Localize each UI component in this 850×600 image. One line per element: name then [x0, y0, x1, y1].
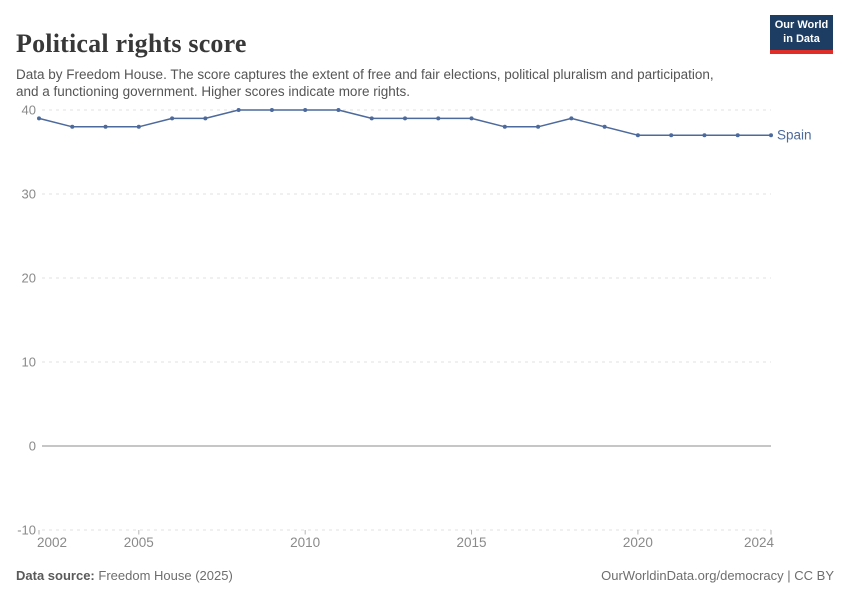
x-axis-tick-label: 2002 — [37, 535, 67, 550]
data-point[interactable] — [436, 116, 441, 121]
data-source-value: Freedom House (2025) — [98, 568, 233, 583]
data-point[interactable] — [269, 108, 274, 112]
series-line[interactable] — [38, 109, 771, 136]
data-point[interactable] — [769, 133, 773, 138]
data-point[interactable] — [502, 124, 507, 129]
y-axis-tick-label: 20 — [22, 271, 36, 286]
owid-logo[interactable]: Our World in Data — [770, 15, 833, 54]
credit-line: OurWorldinData.org/democracy | CC BY — [601, 568, 834, 583]
data-point[interactable] — [569, 116, 574, 121]
data-point[interactable] — [369, 116, 374, 121]
y-axis-tick-label: 0 — [29, 439, 36, 454]
x-axis-tick-label: 2024 — [744, 535, 775, 550]
y-axis-tick-label: 40 — [22, 103, 36, 118]
x-axis-tick-label: 2010 — [290, 535, 320, 550]
data-point[interactable] — [170, 116, 175, 121]
data-point[interactable] — [469, 116, 474, 121]
data-point[interactable] — [403, 116, 407, 121]
page-title: Political rights score — [16, 29, 247, 59]
data-point[interactable] — [735, 133, 740, 138]
data-source: Data source: Freedom House (2025) — [16, 568, 233, 583]
owid-logo-line1: Our World — [774, 19, 829, 31]
data-point[interactable] — [536, 124, 541, 129]
data-point[interactable] — [70, 124, 75, 129]
data-point[interactable] — [635, 133, 640, 138]
data-point[interactable] — [103, 124, 108, 129]
chart-footer: Data source: Freedom House (2025) OurWor… — [16, 568, 834, 583]
x-axis-tick-label: 2015 — [457, 535, 487, 550]
x-axis-tick-label: 2005 — [124, 535, 154, 550]
data-point[interactable] — [136, 124, 141, 129]
data-point[interactable] — [669, 133, 674, 138]
x-axis-tick-label: 2020 — [623, 535, 653, 550]
y-axis-tick-label: 30 — [22, 187, 36, 202]
data-point[interactable] — [203, 116, 208, 121]
data-point[interactable] — [236, 108, 241, 112]
owid-logo-line2: in Data — [783, 32, 820, 45]
y-axis-tick-label: -10 — [17, 523, 36, 538]
data-point[interactable] — [303, 108, 308, 112]
y-axis-tick-label: 10 — [22, 355, 36, 370]
data-point[interactable] — [702, 133, 707, 138]
data-point[interactable] — [37, 116, 41, 121]
series-label[interactable]: Spain — [777, 128, 812, 143]
chart-subtitle: Data by Freedom House. The score capture… — [16, 66, 714, 100]
data-point[interactable] — [602, 124, 607, 129]
data-source-label: Data source: — [16, 568, 95, 583]
data-point[interactable] — [336, 108, 341, 112]
